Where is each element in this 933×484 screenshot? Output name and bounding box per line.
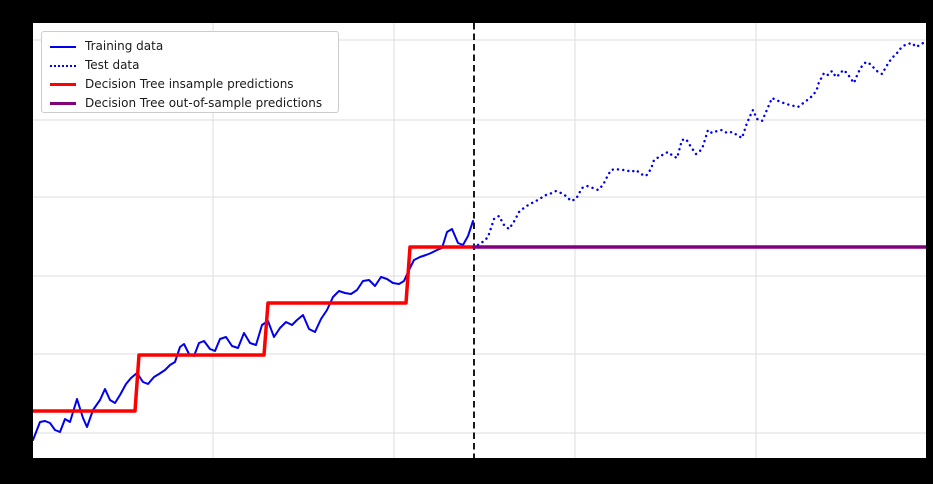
legend: Training data Test data Decision Tree in… [41, 31, 339, 113]
legend-label-out-of-sample-predictions: Decision Tree out-of-sample predictions [85, 96, 323, 110]
test-data-dotted-line-icon [50, 64, 76, 67]
legend-item-test-data: Test data [50, 56, 327, 75]
legend-item-out-of-sample-predictions: Decision Tree out-of-sample predictions [50, 94, 327, 113]
legend-item-training-data: Training data [50, 37, 327, 56]
legend-label-test-data: Test data [85, 58, 140, 72]
training-data-line-icon [50, 45, 76, 48]
legend-item-insample-predictions: Decision Tree insample predictions [50, 75, 327, 94]
out-of-sample-predictions-line-icon [50, 102, 76, 105]
legend-label-training-data: Training data [85, 39, 164, 53]
legend-label-insample-predictions: Decision Tree insample predictions [85, 77, 294, 91]
insample-predictions-line-icon [50, 83, 76, 86]
